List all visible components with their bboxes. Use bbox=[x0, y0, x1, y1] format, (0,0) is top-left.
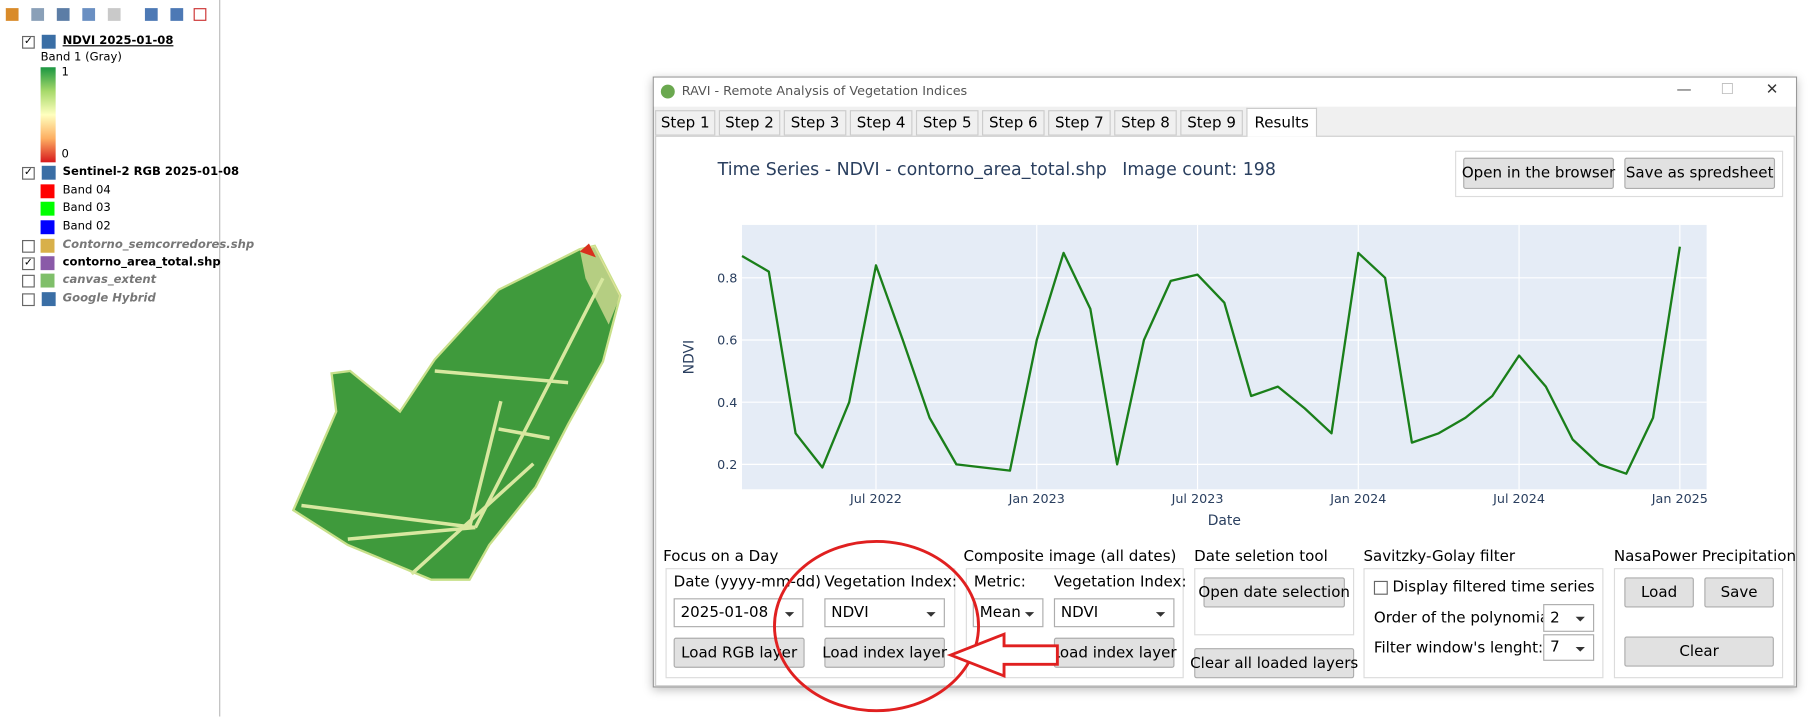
field-polygon bbox=[291, 244, 622, 581]
order-combo[interactable]: 2 bbox=[1543, 604, 1595, 632]
layer-icon bbox=[41, 34, 56, 49]
layer-name[interactable]: Contorno_semcorredores.shp bbox=[62, 238, 255, 252]
tool-icon[interactable] bbox=[56, 8, 70, 21]
toolbar bbox=[5, 8, 207, 24]
checkbox[interactable] bbox=[1373, 580, 1388, 595]
button-group bbox=[1455, 150, 1784, 198]
band-name: Band 02 bbox=[62, 220, 111, 234]
layer-icon bbox=[40, 238, 55, 253]
field-label: Date (yyyy-mm-dd) bbox=[673, 573, 821, 592]
field-label: Metric: bbox=[973, 573, 1026, 592]
band-swatch bbox=[40, 220, 55, 235]
tool-icon[interactable] bbox=[31, 8, 45, 21]
tool-icon[interactable] bbox=[5, 8, 19, 21]
tab-active[interactable]: Results bbox=[1246, 107, 1318, 137]
index-combo[interactable]: NDVI bbox=[1053, 598, 1175, 628]
layer-icon bbox=[41, 165, 56, 180]
tab[interactable]: Step 8 bbox=[1114, 110, 1177, 136]
layer-icon bbox=[40, 273, 55, 288]
button[interactable]: Open date selection bbox=[1198, 577, 1350, 608]
checkbox-label[interactable]: Display filtered time series bbox=[1392, 578, 1595, 596]
window-combo[interactable]: 7 bbox=[1543, 634, 1595, 661]
tab[interactable]: Step 3 bbox=[783, 110, 847, 136]
button[interactable]: Load index layer bbox=[1052, 637, 1177, 668]
metric-combo[interactable]: Mean bbox=[972, 598, 1044, 628]
legend-min: 0 bbox=[61, 148, 69, 162]
tab[interactable]: Step 4 bbox=[849, 110, 913, 136]
close[interactable]: ✕ bbox=[1765, 81, 1779, 99]
tool-icon[interactable] bbox=[170, 8, 184, 21]
layer-name[interactable]: contorno_area_total.shp bbox=[62, 256, 221, 269]
legend-ramp bbox=[40, 67, 56, 163]
button[interactable]: Save as spredsheet bbox=[1624, 157, 1776, 189]
field-label: Filter window's lenght: bbox=[1373, 639, 1544, 658]
button[interactable]: Load RGB layer bbox=[673, 637, 805, 668]
app-icon bbox=[660, 84, 675, 99]
title-bar bbox=[653, 77, 1796, 107]
layer-checkbox[interactable] bbox=[22, 293, 35, 307]
band-name: Band 03 bbox=[62, 201, 111, 215]
field-roads bbox=[301, 277, 605, 576]
tab[interactable]: Step 6 bbox=[982, 110, 1045, 136]
layer-name[interactable]: Sentinel-2 RGB 2025-01-08 bbox=[62, 165, 240, 179]
band-swatch bbox=[40, 201, 55, 216]
field-label: Order of the polynomial: bbox=[1373, 609, 1559, 628]
band-name: Band 04 bbox=[62, 184, 111, 198]
maximize[interactable]: ☐ bbox=[1720, 81, 1735, 99]
button[interactable]: Save bbox=[1704, 577, 1774, 608]
date-combo[interactable]: 2025-01-08 bbox=[673, 598, 804, 628]
layer-name[interactable]: Google Hybrid bbox=[62, 292, 156, 305]
group-title: NasaPower Precipitation bbox=[1613, 548, 1797, 566]
chart-title: Time Series - NDVI - contorno_area_total… bbox=[717, 158, 1107, 180]
tool-icon[interactable] bbox=[107, 8, 121, 21]
button[interactable]: Clear all loaded layers bbox=[1190, 648, 1358, 679]
group-title: Focus on a Day bbox=[663, 548, 779, 566]
tool-icon[interactable] bbox=[82, 8, 96, 21]
button[interactable]: Load index layer bbox=[822, 637, 947, 668]
layers-panel bbox=[0, 0, 221, 717]
index-combo[interactable]: NDVI bbox=[824, 598, 945, 628]
group-box bbox=[1194, 568, 1355, 636]
field-edge bbox=[579, 245, 621, 325]
layer-checkbox[interactable] bbox=[22, 274, 35, 288]
layer-checkbox[interactable]: ✓ bbox=[22, 257, 35, 271]
tab[interactable]: Step 1 bbox=[655, 110, 716, 136]
group-box bbox=[1613, 568, 1784, 679]
map bbox=[291, 243, 622, 581]
field-edge bbox=[579, 243, 596, 258]
field-label: Vegetation Index: bbox=[824, 573, 957, 592]
group-box bbox=[1363, 568, 1604, 679]
band-swatch bbox=[40, 184, 55, 199]
layer-checkbox[interactable]: ✓ bbox=[22, 166, 35, 180]
group-title: Composite image (all dates) bbox=[963, 548, 1177, 566]
tab[interactable]: Step 7 bbox=[1048, 110, 1111, 136]
button[interactable]: Load bbox=[1624, 577, 1694, 608]
legend-title: Band 1 (Gray) bbox=[40, 51, 122, 64]
layer-name[interactable]: canvas_extent bbox=[62, 273, 157, 287]
layer-checkbox[interactable] bbox=[22, 239, 35, 253]
layer-icon bbox=[41, 292, 56, 307]
tab[interactable]: Step 2 bbox=[718, 110, 781, 136]
tool-icon[interactable] bbox=[193, 8, 207, 21]
layer-icon bbox=[40, 256, 55, 271]
tab[interactable]: Step 9 bbox=[1180, 110, 1243, 136]
layer-checkbox[interactable]: ✓ bbox=[22, 35, 35, 49]
field-label: Vegetation Index: bbox=[1053, 573, 1187, 592]
minimize[interactable]: — bbox=[1676, 81, 1692, 99]
layer-name[interactable]: NDVI 2025-01-08 bbox=[62, 34, 174, 48]
tab[interactable]: Step 5 bbox=[915, 110, 979, 136]
tool-icon[interactable] bbox=[144, 8, 158, 21]
group-title: Savitzky-Golay filter bbox=[1363, 548, 1516, 566]
group-title: Date seletion tool bbox=[1194, 548, 1328, 566]
image-count: Image count: 198 bbox=[1122, 158, 1276, 180]
window-title: RAVI - Remote Analysis of Vegetation Ind… bbox=[681, 83, 968, 99]
button[interactable]: Open in the browser bbox=[1462, 157, 1615, 189]
button[interactable]: Clear bbox=[1624, 636, 1774, 667]
legend-max: 1 bbox=[61, 66, 69, 79]
